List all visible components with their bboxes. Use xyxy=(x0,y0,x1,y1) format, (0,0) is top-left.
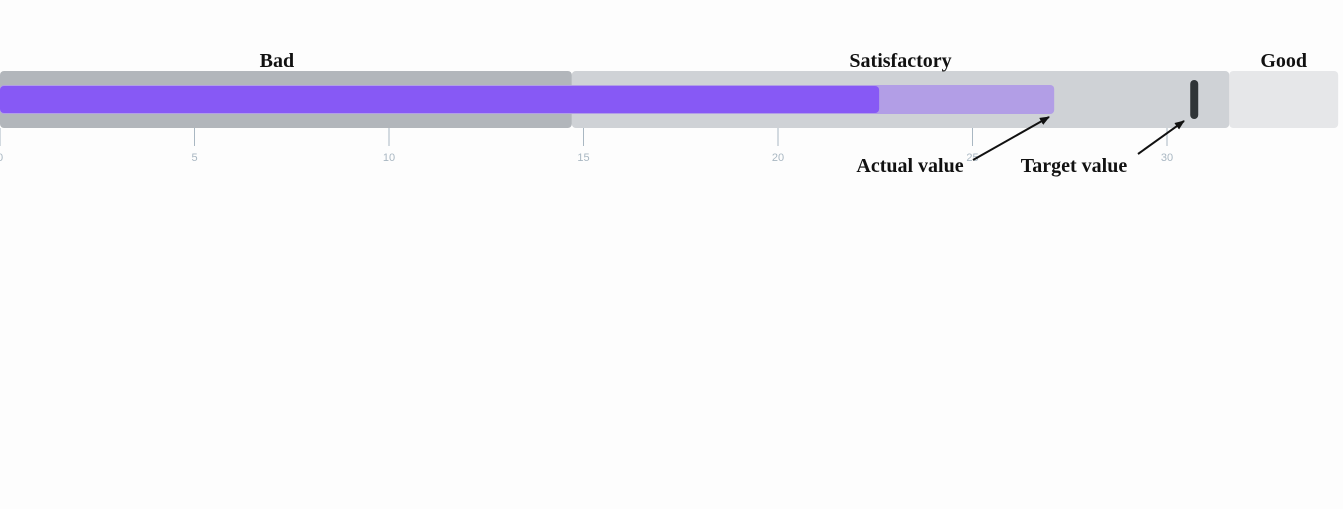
x-tick-label-30: 30 xyxy=(1161,152,1173,164)
annotation-actual-arrow xyxy=(972,116,1050,161)
range-band-good xyxy=(1229,71,1339,128)
measure-bar-actual xyxy=(0,86,880,113)
measure-bars xyxy=(0,85,1055,114)
x-tick-label-0: 0 xyxy=(0,152,3,164)
x-tick-label-5: 5 xyxy=(191,152,197,164)
annotation-target-arrow xyxy=(1137,120,1185,155)
range-label-satisfactory: Satisfactory xyxy=(849,50,951,72)
range-label-good: Good xyxy=(1260,50,1307,72)
annotation-target-value: Target value xyxy=(1021,155,1128,177)
x-axis: 0 5 10 15 20 25 30 xyxy=(0,128,1173,164)
annotations: Actual value Target value xyxy=(856,116,1185,177)
x-tick-label-20: 20 xyxy=(772,152,784,164)
x-tick-label-25: 25 xyxy=(966,152,978,164)
target-marker-group xyxy=(1190,80,1199,119)
x-tick-label-10: 10 xyxy=(383,152,395,164)
x-tick-label-15: 15 xyxy=(577,152,589,164)
range-labels: Bad Satisfactory Good xyxy=(260,50,1307,72)
range-label-bad: Bad xyxy=(260,50,294,72)
annotation-actual-value: Actual value xyxy=(856,155,963,177)
target-marker xyxy=(1190,80,1199,119)
